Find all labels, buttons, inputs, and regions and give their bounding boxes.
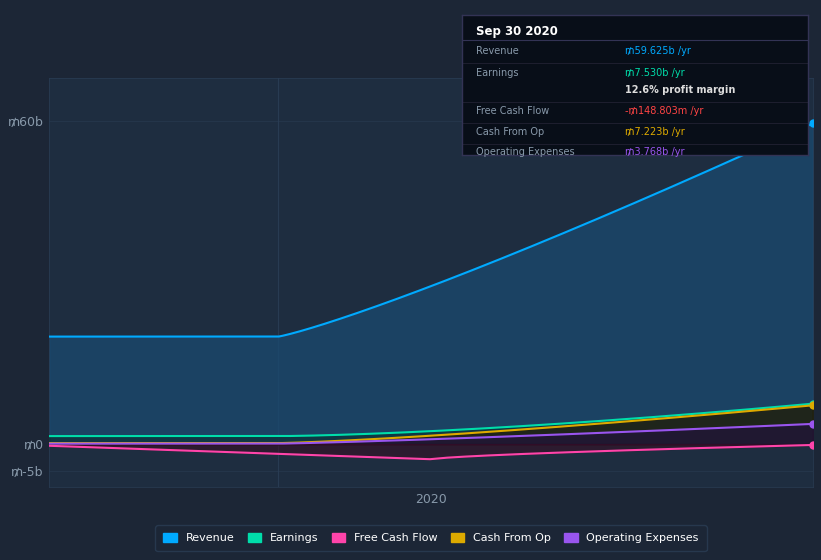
Text: Cash From Op: Cash From Op: [476, 127, 544, 137]
Text: -₥148.803m /yr: -₥148.803m /yr: [625, 106, 703, 116]
Text: Earnings: Earnings: [476, 68, 518, 78]
Text: Free Cash Flow: Free Cash Flow: [476, 106, 549, 116]
Legend: Revenue, Earnings, Free Cash Flow, Cash From Op, Operating Expenses: Revenue, Earnings, Free Cash Flow, Cash …: [155, 525, 707, 551]
Text: ₥59.625b /yr: ₥59.625b /yr: [625, 46, 690, 56]
Text: ₥7.530b /yr: ₥7.530b /yr: [625, 68, 684, 78]
Text: Operating Expenses: Operating Expenses: [476, 147, 575, 157]
Text: Revenue: Revenue: [476, 46, 519, 56]
Text: ₥3.768b /yr: ₥3.768b /yr: [625, 147, 684, 157]
Text: ₥7.223b /yr: ₥7.223b /yr: [625, 127, 685, 137]
Text: 12.6% profit margin: 12.6% profit margin: [625, 85, 735, 95]
Text: Sep 30 2020: Sep 30 2020: [476, 25, 557, 38]
